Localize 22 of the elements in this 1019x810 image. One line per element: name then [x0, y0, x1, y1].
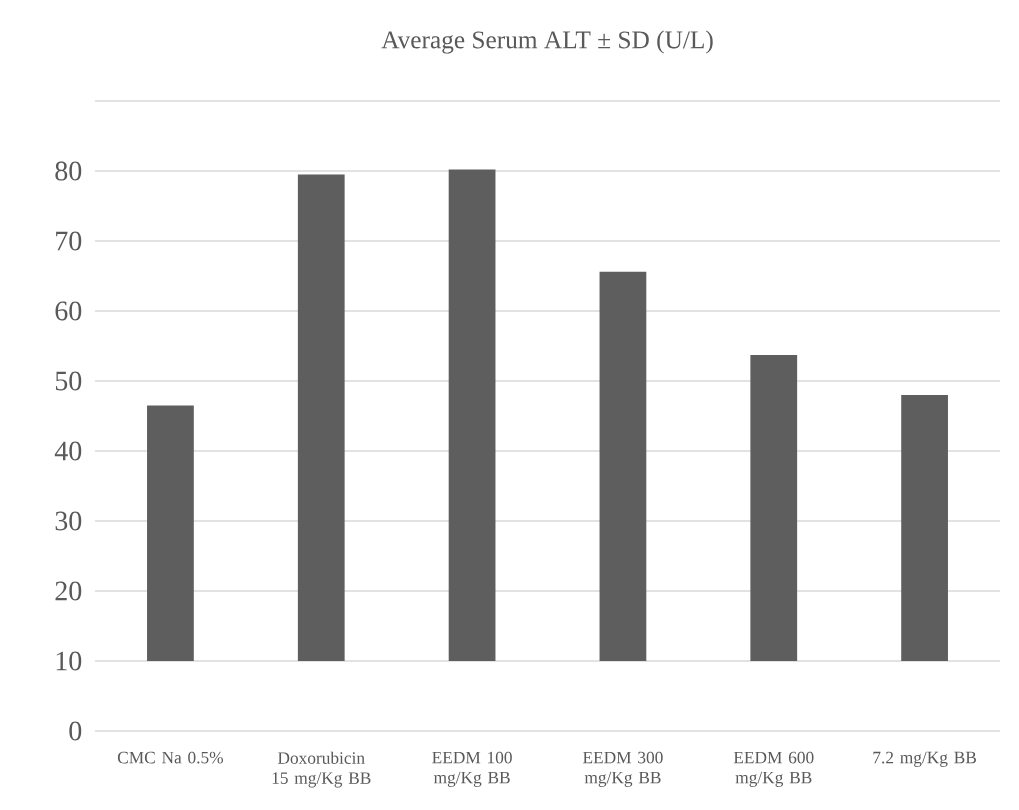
y-tick-label: 40 [54, 441, 82, 461]
x-tick-label: Doxorubicin 15 mg/Kg BB [272, 751, 371, 788]
y-tick-label: 70 [56, 231, 82, 251]
bar [147, 405, 194, 661]
y-tick-label: 10 [56, 651, 82, 671]
x-tick-label: EEDM 300 mg/Kg BB [582, 751, 663, 787]
x-tick-label: EEDM 100 mg/Kg BB [432, 751, 512, 787]
bar [750, 355, 798, 661]
chart-title: Average Serum ALT ± SD (U/L) [381, 30, 713, 54]
y-tick-label: 20 [55, 581, 82, 601]
bar [901, 395, 948, 661]
x-tick-label: CMC Na 0.5% [117, 751, 224, 764]
bar [448, 169, 496, 661]
y-tick-label: 30 [55, 511, 82, 531]
x-tick-label: 7.2 mg/Kg BB [873, 751, 976, 767]
bar [297, 174, 345, 661]
y-tick-label: 60 [55, 301, 82, 321]
y-tick-label: 80 [55, 161, 82, 181]
x-tick-label: EEDM 600 mg/Kg BB [733, 751, 814, 787]
bar [599, 271, 647, 661]
y-tick-label: 50 [55, 371, 82, 391]
y-tick-label: 0 [69, 721, 82, 741]
